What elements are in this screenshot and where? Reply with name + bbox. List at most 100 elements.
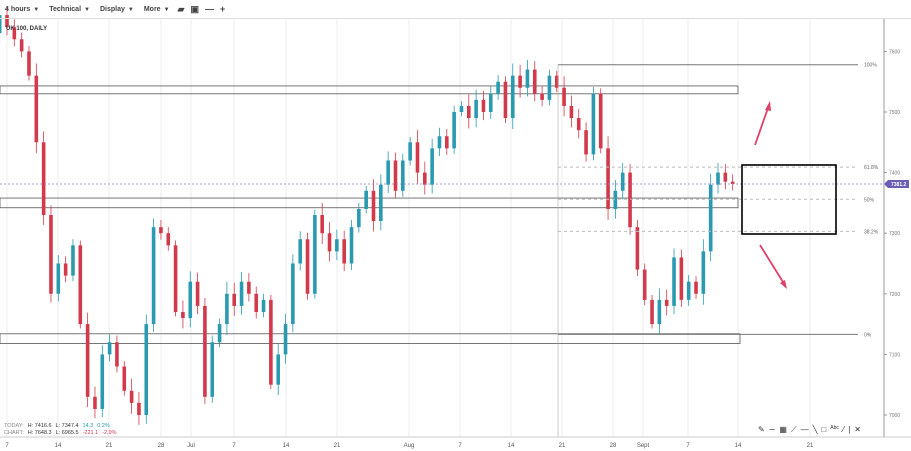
interval-dropdown[interactable]: 4 hours ▼ bbox=[5, 6, 39, 13]
rectangle-icon[interactable]: □ bbox=[821, 425, 827, 434]
candle-body bbox=[620, 172, 625, 191]
projection-box bbox=[741, 164, 837, 235]
down-arrow bbox=[759, 244, 784, 283]
candle-body bbox=[657, 299, 662, 325]
zone-rectangle bbox=[0, 85, 739, 95]
candle-body bbox=[423, 172, 427, 185]
technical-dropdown[interactable]: Technical ▼ bbox=[49, 6, 90, 13]
candle-body bbox=[159, 227, 163, 234]
x-tick-label: 14 bbox=[55, 443, 62, 449]
candle-body bbox=[291, 263, 295, 325]
candle-body bbox=[474, 99, 478, 119]
candle-body bbox=[628, 172, 632, 228]
candle-body bbox=[181, 311, 185, 319]
y-tick-label: 7600 bbox=[889, 49, 900, 55]
zone-rectangle bbox=[0, 197, 739, 209]
candle-body bbox=[664, 299, 669, 306]
x-tick-label: 14 bbox=[508, 443, 515, 449]
candle-body bbox=[562, 87, 566, 106]
candle-body bbox=[342, 239, 346, 264]
current-price-tag bbox=[884, 179, 909, 188]
display-label: Display bbox=[99, 5, 125, 13]
line-icon[interactable]: ⁄ bbox=[842, 425, 845, 434]
trend-line-icon[interactable]: ╲ bbox=[812, 425, 818, 434]
folder-open-icon[interactable]: ▰ bbox=[177, 3, 185, 14]
candle-body bbox=[540, 93, 544, 100]
y-tick-label: 7100 bbox=[889, 352, 900, 358]
caret-down-icon: ▼ bbox=[163, 6, 170, 13]
candle-body bbox=[613, 190, 618, 209]
save-icon[interactable]: ▣ bbox=[190, 3, 199, 14]
candle-body bbox=[554, 75, 559, 88]
y-tick-label: 7200 bbox=[889, 292, 900, 298]
chart-change: -221.1 bbox=[82, 430, 99, 436]
candle-body bbox=[386, 160, 390, 185]
display-dropdown[interactable]: Display ▼ bbox=[100, 6, 134, 13]
x-tick-label: Aug bbox=[404, 443, 415, 449]
today-high: H: 7416.6 bbox=[27, 423, 52, 429]
candle-body bbox=[298, 239, 302, 264]
candle-body bbox=[452, 112, 456, 149]
pen-icon[interactable]: ✎ bbox=[758, 425, 765, 434]
drawing-tools: ✎ ∼ ▦ ⟋ — ╲ □ Abc ⁄ | ✕ bbox=[758, 425, 861, 435]
candle-body bbox=[63, 263, 68, 276]
candle-body bbox=[93, 396, 97, 409]
chart-title: UK 100, DAILY bbox=[6, 26, 48, 32]
candle-body bbox=[203, 305, 207, 397]
candle-body bbox=[642, 269, 647, 300]
x-tick-label: 21 bbox=[106, 443, 113, 449]
close-icon[interactable]: ✕ bbox=[854, 425, 861, 434]
candle-body bbox=[276, 354, 281, 385]
x-tick-label: 21 bbox=[807, 443, 814, 449]
candle-body bbox=[261, 299, 266, 312]
candle-body bbox=[305, 239, 310, 294]
candle-body bbox=[166, 233, 171, 246]
candle-body bbox=[269, 299, 273, 385]
more-dropdown[interactable]: More ▼ bbox=[144, 6, 170, 13]
zone-rectangle bbox=[0, 333, 741, 344]
candle-body bbox=[247, 281, 251, 294]
candle-body bbox=[576, 118, 581, 131]
candle-body bbox=[122, 366, 127, 391]
text-icon[interactable]: Abc bbox=[830, 425, 839, 431]
candle-body bbox=[364, 190, 368, 209]
candle-body bbox=[41, 142, 46, 216]
candle-body bbox=[393, 160, 398, 191]
fib-label: 61.8% bbox=[864, 165, 879, 171]
down-arrow-head bbox=[780, 280, 787, 289]
zoom-in-icon[interactable]: + bbox=[219, 4, 226, 14]
candle-body bbox=[379, 184, 383, 222]
zoom-out-icon[interactable]: — bbox=[204, 4, 214, 14]
divider-icon: | bbox=[848, 425, 851, 434]
candle-body bbox=[56, 263, 61, 294]
candle-body bbox=[335, 239, 339, 252]
chart-label: CHART: bbox=[4, 430, 24, 436]
candle-body bbox=[71, 245, 75, 276]
candle-body bbox=[466, 105, 471, 119]
curve-icon[interactable]: ∼ bbox=[768, 425, 776, 434]
x-tick-label: Jul bbox=[187, 443, 195, 449]
horizontal-line-icon[interactable]: — bbox=[800, 425, 809, 434]
fib-label: 100% bbox=[864, 63, 877, 69]
candle-body bbox=[730, 181, 735, 184]
candle-body bbox=[34, 75, 39, 143]
candle-body bbox=[0, 15, 2, 34]
candle-body bbox=[283, 324, 288, 355]
candle-body bbox=[430, 148, 434, 185]
candle-body bbox=[459, 105, 464, 112]
candle-body bbox=[5, 15, 9, 28]
fib-fan-icon[interactable]: ⟋ bbox=[790, 425, 797, 434]
chart-pct: -2.9% bbox=[102, 430, 117, 436]
candle-body bbox=[525, 69, 530, 88]
candle-body bbox=[510, 75, 515, 119]
candle-body bbox=[232, 293, 237, 306]
candle-body bbox=[78, 245, 83, 325]
x-tick-label: 14 bbox=[283, 443, 290, 449]
candle-body bbox=[188, 281, 193, 319]
candle-body bbox=[173, 245, 178, 312]
grid-icon[interactable]: ▦ bbox=[779, 425, 787, 434]
candle-body bbox=[19, 39, 24, 52]
caret-down-icon: ▼ bbox=[33, 6, 40, 13]
candle-body bbox=[254, 293, 259, 312]
